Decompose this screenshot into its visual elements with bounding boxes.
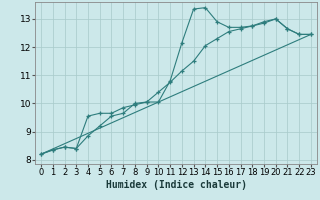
X-axis label: Humidex (Indice chaleur): Humidex (Indice chaleur) <box>106 180 246 190</box>
